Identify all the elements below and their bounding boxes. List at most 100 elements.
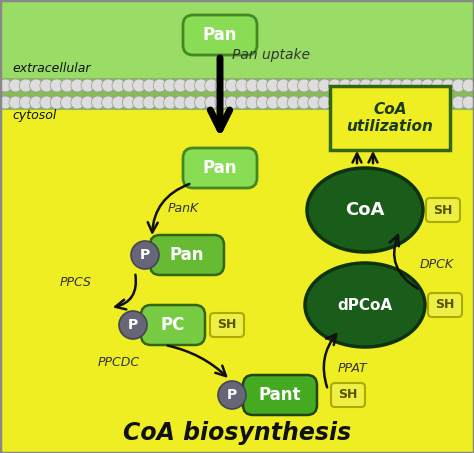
Text: SH: SH xyxy=(435,299,455,312)
Circle shape xyxy=(50,96,63,109)
Circle shape xyxy=(380,96,393,109)
Circle shape xyxy=(328,96,341,109)
Circle shape xyxy=(205,96,218,109)
Circle shape xyxy=(215,96,228,109)
Circle shape xyxy=(266,96,280,109)
Text: DPCK: DPCK xyxy=(420,259,454,271)
Circle shape xyxy=(349,79,362,92)
Circle shape xyxy=(442,79,455,92)
Circle shape xyxy=(462,79,474,92)
Text: CoA
utilization: CoA utilization xyxy=(346,102,433,134)
Circle shape xyxy=(184,96,197,109)
Circle shape xyxy=(40,96,53,109)
Circle shape xyxy=(431,79,445,92)
Circle shape xyxy=(122,79,135,92)
Circle shape xyxy=(218,381,246,409)
Ellipse shape xyxy=(307,168,423,252)
Circle shape xyxy=(194,96,208,109)
Circle shape xyxy=(431,96,445,109)
Text: PanK: PanK xyxy=(168,202,199,215)
Circle shape xyxy=(119,311,147,339)
Circle shape xyxy=(50,79,63,92)
Circle shape xyxy=(256,96,269,109)
FancyBboxPatch shape xyxy=(183,148,257,188)
Circle shape xyxy=(29,79,43,92)
Circle shape xyxy=(9,79,22,92)
Circle shape xyxy=(143,79,156,92)
Circle shape xyxy=(287,96,300,109)
Circle shape xyxy=(318,79,331,92)
Circle shape xyxy=(421,96,434,109)
Circle shape xyxy=(81,79,94,92)
Circle shape xyxy=(225,96,238,109)
Text: dPCoA: dPCoA xyxy=(337,298,392,313)
Circle shape xyxy=(236,79,249,92)
Text: Pan: Pan xyxy=(203,26,237,44)
Circle shape xyxy=(308,96,321,109)
Circle shape xyxy=(71,79,84,92)
Circle shape xyxy=(143,96,156,109)
Text: SH: SH xyxy=(217,318,237,332)
Text: SH: SH xyxy=(338,389,358,401)
Circle shape xyxy=(215,79,228,92)
Circle shape xyxy=(246,96,259,109)
Bar xyxy=(0,78,474,110)
Text: PPCS: PPCS xyxy=(60,276,92,289)
Circle shape xyxy=(225,79,238,92)
Circle shape xyxy=(246,79,259,92)
FancyBboxPatch shape xyxy=(428,293,462,317)
Circle shape xyxy=(122,96,135,109)
Circle shape xyxy=(184,79,197,92)
Circle shape xyxy=(442,96,455,109)
Circle shape xyxy=(0,79,12,92)
Text: Pan: Pan xyxy=(203,159,237,177)
Circle shape xyxy=(339,96,352,109)
Circle shape xyxy=(256,79,269,92)
Circle shape xyxy=(133,96,146,109)
Circle shape xyxy=(29,96,43,109)
Text: cytosol: cytosol xyxy=(12,110,56,122)
Circle shape xyxy=(277,96,290,109)
Circle shape xyxy=(421,79,434,92)
Bar xyxy=(0,0,474,78)
Circle shape xyxy=(298,79,310,92)
Text: P: P xyxy=(227,388,237,402)
Text: extracellular: extracellular xyxy=(12,63,91,76)
Circle shape xyxy=(153,79,166,92)
Circle shape xyxy=(401,96,413,109)
Text: P: P xyxy=(140,248,150,262)
Circle shape xyxy=(9,96,22,109)
Circle shape xyxy=(359,96,372,109)
Circle shape xyxy=(40,79,53,92)
Text: SH: SH xyxy=(433,203,453,217)
FancyBboxPatch shape xyxy=(210,313,244,337)
FancyBboxPatch shape xyxy=(330,86,450,150)
Circle shape xyxy=(298,96,310,109)
Circle shape xyxy=(411,79,424,92)
Text: CoA biosynthesis: CoA biosynthesis xyxy=(123,421,351,445)
Circle shape xyxy=(328,79,341,92)
Circle shape xyxy=(370,79,383,92)
Circle shape xyxy=(61,96,73,109)
Text: PPCDC: PPCDC xyxy=(98,357,140,370)
Text: P: P xyxy=(128,318,138,332)
Circle shape xyxy=(205,79,218,92)
FancyBboxPatch shape xyxy=(243,375,317,415)
Circle shape xyxy=(411,96,424,109)
Text: CoA: CoA xyxy=(346,201,385,219)
Circle shape xyxy=(102,79,115,92)
Circle shape xyxy=(266,79,280,92)
Circle shape xyxy=(133,79,146,92)
Text: Pant: Pant xyxy=(259,386,301,404)
Text: Pan: Pan xyxy=(170,246,204,264)
Circle shape xyxy=(19,79,32,92)
FancyBboxPatch shape xyxy=(183,15,257,55)
Ellipse shape xyxy=(305,263,425,347)
FancyBboxPatch shape xyxy=(331,383,365,407)
Circle shape xyxy=(401,79,413,92)
FancyBboxPatch shape xyxy=(426,198,460,222)
Circle shape xyxy=(91,96,104,109)
Circle shape xyxy=(174,96,187,109)
Circle shape xyxy=(318,96,331,109)
Bar xyxy=(0,110,474,453)
